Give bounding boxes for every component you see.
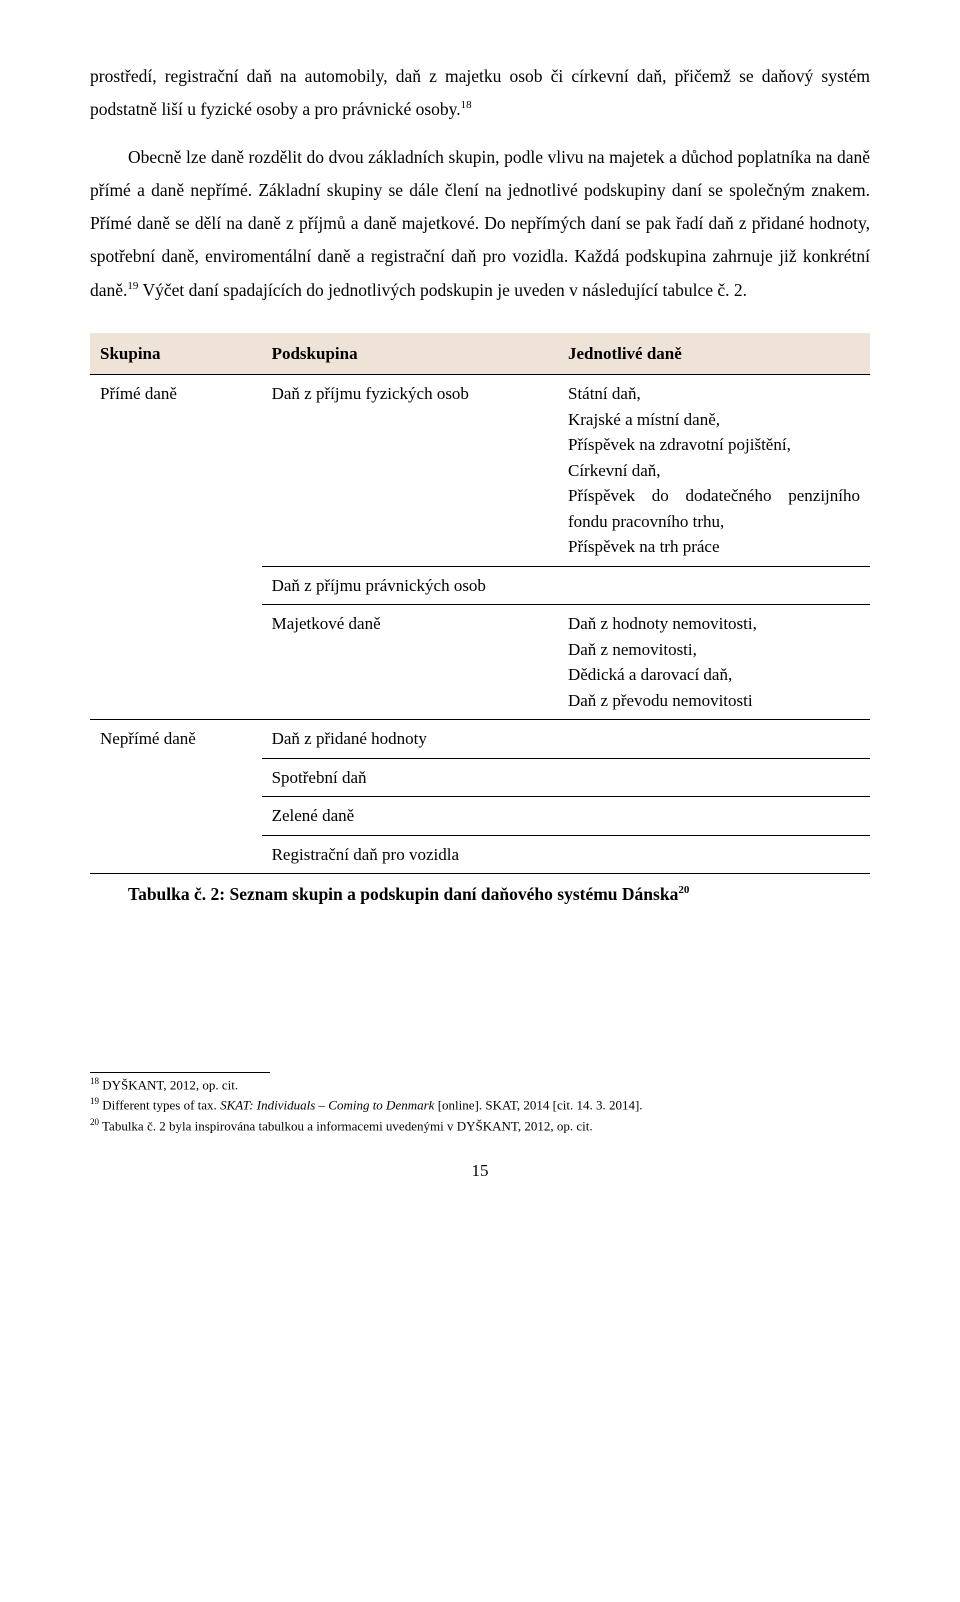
cell-r3c3: Daň z hodnoty nemovitosti, Daň z nemovit… [558, 605, 870, 720]
cell-r1c2: Daň z příjmu fyzických osob [262, 375, 558, 567]
cell-r2c3 [558, 566, 870, 605]
fn19-b: [online]. SKAT, 2014 [cit. 14. 3. 2014]. [434, 1098, 642, 1113]
fn18-text: DYŠKANT, 2012, op. cit. [99, 1077, 238, 1092]
footnote-ref-20: 20 [678, 884, 689, 896]
para2a-text: Obecně lze daně rozdělit do dvou základn… [90, 147, 870, 300]
fn19-a: Different types of tax. [99, 1098, 220, 1113]
page-number: 15 [90, 1155, 870, 1187]
footnote-ref-19: 19 [127, 280, 138, 292]
cell-r7c3 [558, 835, 870, 874]
cell-r6c2: Zelené daně [262, 797, 558, 836]
footnotes: 18 DYŠKANT, 2012, op. cit. 19 Different … [90, 1075, 870, 1136]
cell-r4c2: Daň z přidané hodnoty [262, 720, 558, 759]
paragraph-1: prostředí, registrační daň na automobily… [90, 60, 870, 127]
cell-neprime: Nepřímé daně [90, 720, 262, 874]
th-podskupina: Podskupina [262, 333, 558, 375]
fn19-italic: SKAT: Individuals – Coming to Denmark [220, 1098, 434, 1113]
cell-r7c2: Registrační daň pro vozidla [262, 835, 558, 874]
fn20-num: 20 [90, 1117, 99, 1127]
footnote-19: 19 Different types of tax. SKAT: Individ… [90, 1095, 870, 1114]
footnote-20: 20 Tabulka č. 2 byla inspirována tabulko… [90, 1116, 870, 1135]
footnote-separator [90, 1072, 270, 1073]
para1-text: prostředí, registrační daň na automobily… [90, 66, 870, 119]
th-skupina: Skupina [90, 333, 262, 375]
fn19-num: 19 [90, 1096, 99, 1106]
table-row: Přímé daně Daň z příjmu fyzických osob S… [90, 375, 870, 567]
caption-text: Tabulka č. 2: Seznam skupin a podskupin … [128, 884, 678, 904]
tax-table: Skupina Podskupina Jednotlivé daně Přímé… [90, 333, 870, 875]
cell-prime: Přímé daně [90, 375, 262, 720]
cell-r6c3 [558, 797, 870, 836]
para2b-text: Výčet daní spadajících do jednotlivých p… [138, 280, 747, 300]
footnote-18: 18 DYŠKANT, 2012, op. cit. [90, 1075, 870, 1094]
paragraph-2: Obecně lze daně rozdělit do dvou základn… [90, 141, 870, 307]
fn18-num: 18 [90, 1076, 99, 1086]
document-page: prostředí, registrační daň na automobily… [0, 0, 960, 1237]
table-header-row: Skupina Podskupina Jednotlivé daně [90, 333, 870, 375]
cell-r3c2: Majetkové daně [262, 605, 558, 720]
th-jednotlive: Jednotlivé daně [558, 333, 870, 375]
cell-r5c2: Spotřební daň [262, 758, 558, 797]
cell-r2c2: Daň z příjmu právnických osob [262, 566, 558, 605]
cell-r1c3: Státní daň, Krajské a místní daně, Přísp… [558, 375, 870, 567]
cell-r5c3 [558, 758, 870, 797]
fn20-text: Tabulka č. 2 byla inspirována tabulkou a… [99, 1119, 593, 1134]
table-row: Nepřímé daně Daň z přidané hodnoty [90, 720, 870, 759]
cell-r4c3 [558, 720, 870, 759]
table-caption: Tabulka č. 2: Seznam skupin a podskupin … [90, 878, 870, 911]
footnote-ref-18: 18 [461, 99, 472, 111]
